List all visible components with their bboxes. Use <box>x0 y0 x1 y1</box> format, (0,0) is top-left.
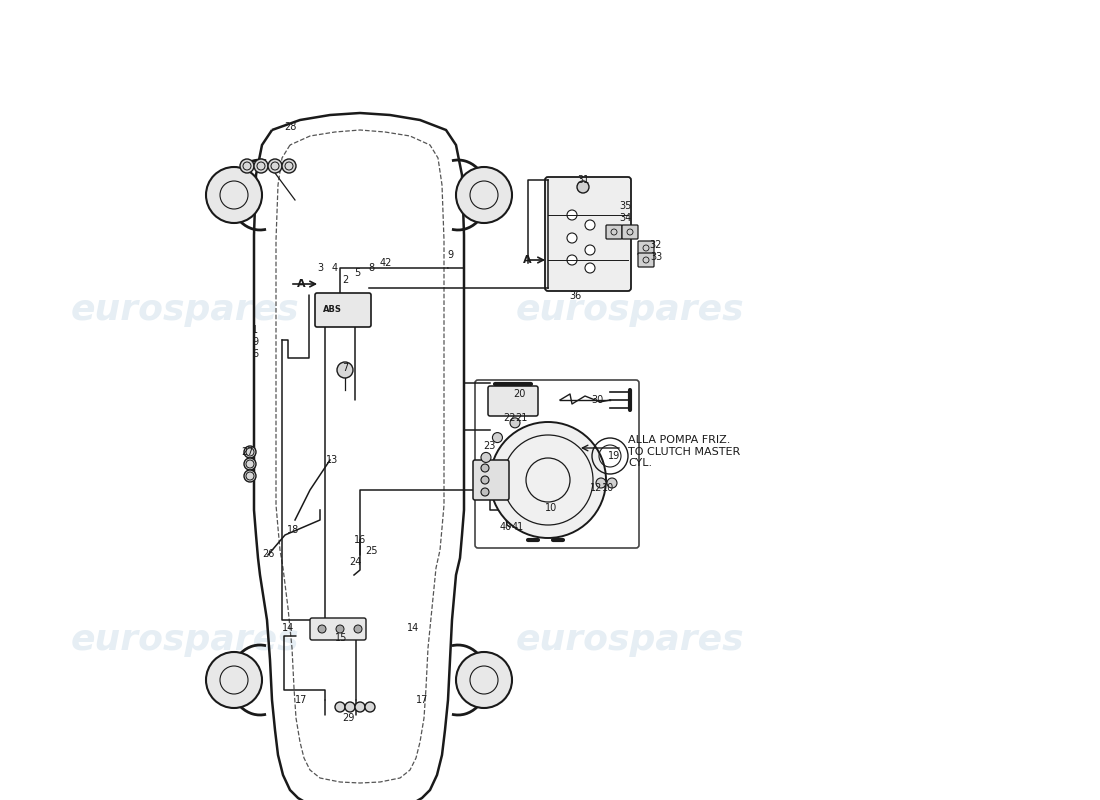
Text: 40: 40 <box>499 522 513 532</box>
FancyBboxPatch shape <box>315 293 371 327</box>
Text: 23: 23 <box>483 441 495 451</box>
Circle shape <box>493 433 503 442</box>
Text: 8: 8 <box>367 263 374 273</box>
FancyBboxPatch shape <box>638 253 654 267</box>
Text: 36: 36 <box>569 291 581 301</box>
Circle shape <box>244 470 256 482</box>
Text: A: A <box>522 255 531 265</box>
Text: eurospares: eurospares <box>70 293 299 327</box>
Text: 13: 13 <box>326 455 338 465</box>
Circle shape <box>336 625 344 633</box>
Circle shape <box>456 167 512 223</box>
Circle shape <box>206 652 262 708</box>
Text: 15: 15 <box>334 633 348 643</box>
Circle shape <box>244 446 256 458</box>
Circle shape <box>566 255 578 265</box>
Text: 5: 5 <box>354 268 360 278</box>
Circle shape <box>481 476 490 484</box>
Text: 14: 14 <box>282 623 294 633</box>
Circle shape <box>318 625 326 633</box>
Text: 25: 25 <box>365 546 377 556</box>
Text: 10: 10 <box>544 503 557 513</box>
Text: 1: 1 <box>252 325 258 335</box>
Text: 18: 18 <box>287 525 299 535</box>
Text: 16: 16 <box>354 535 366 545</box>
Circle shape <box>596 478 606 488</box>
FancyBboxPatch shape <box>310 618 366 640</box>
Circle shape <box>354 625 362 633</box>
Text: 19: 19 <box>608 451 620 461</box>
Circle shape <box>456 652 512 708</box>
Circle shape <box>481 464 490 472</box>
Text: eurospares: eurospares <box>70 623 299 657</box>
Text: 26: 26 <box>262 549 274 559</box>
Text: eurospares: eurospares <box>516 293 745 327</box>
Text: 35: 35 <box>619 201 631 211</box>
Text: 24: 24 <box>349 557 361 567</box>
Circle shape <box>566 210 578 220</box>
Text: 17: 17 <box>295 695 307 705</box>
FancyBboxPatch shape <box>488 386 538 416</box>
Circle shape <box>355 702 365 712</box>
Text: 9: 9 <box>447 250 453 260</box>
Circle shape <box>566 233 578 243</box>
Text: 34: 34 <box>619 213 631 223</box>
Circle shape <box>481 488 490 496</box>
Circle shape <box>578 181 588 193</box>
Circle shape <box>585 263 595 273</box>
Text: 30: 30 <box>591 395 603 405</box>
Text: 3: 3 <box>317 263 323 273</box>
Text: 21: 21 <box>515 413 527 423</box>
Text: 32: 32 <box>650 240 662 250</box>
Circle shape <box>585 220 595 230</box>
Text: 22: 22 <box>503 413 515 423</box>
Text: 33: 33 <box>650 252 662 262</box>
Text: 14: 14 <box>407 623 419 633</box>
Circle shape <box>268 159 282 173</box>
Text: 41: 41 <box>512 522 524 532</box>
Text: ALLA POMPA FRIZ.
TO CLUTCH MASTER
CYL.: ALLA POMPA FRIZ. TO CLUTCH MASTER CYL. <box>628 435 740 468</box>
Text: 20: 20 <box>513 389 525 399</box>
FancyBboxPatch shape <box>473 460 509 500</box>
Text: 29: 29 <box>342 713 354 723</box>
Circle shape <box>240 159 254 173</box>
Text: 7: 7 <box>342 363 348 373</box>
Circle shape <box>206 167 262 223</box>
Circle shape <box>365 702 375 712</box>
Text: 28: 28 <box>284 122 296 132</box>
Circle shape <box>244 458 256 470</box>
Circle shape <box>282 159 296 173</box>
FancyBboxPatch shape <box>638 241 654 255</box>
Circle shape <box>607 478 617 488</box>
Circle shape <box>585 245 595 255</box>
Text: 2: 2 <box>342 275 348 285</box>
Circle shape <box>490 422 606 538</box>
Text: 31: 31 <box>576 175 590 185</box>
Circle shape <box>345 702 355 712</box>
Text: 6: 6 <box>252 349 258 359</box>
Text: 9: 9 <box>252 337 258 347</box>
Circle shape <box>337 362 353 378</box>
Text: 17: 17 <box>416 695 428 705</box>
Text: A: A <box>297 279 306 289</box>
Circle shape <box>481 453 491 462</box>
Text: ABS: ABS <box>322 306 341 314</box>
Text: 4: 4 <box>332 263 338 273</box>
FancyBboxPatch shape <box>606 225 621 239</box>
Text: 27: 27 <box>241 447 253 457</box>
FancyBboxPatch shape <box>621 225 638 239</box>
Circle shape <box>510 418 520 428</box>
Text: 12: 12 <box>590 483 602 493</box>
Text: eurospares: eurospares <box>516 623 745 657</box>
Text: 42: 42 <box>379 258 393 268</box>
Circle shape <box>336 702 345 712</box>
Text: 10: 10 <box>602 483 614 493</box>
Circle shape <box>254 159 268 173</box>
FancyBboxPatch shape <box>544 177 631 291</box>
